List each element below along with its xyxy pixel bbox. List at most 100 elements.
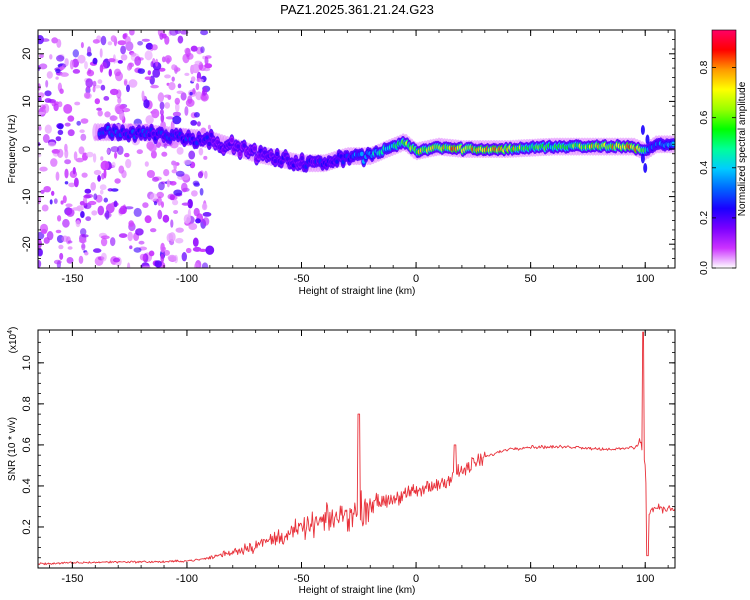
heatmap-noise-cell bbox=[44, 90, 52, 97]
heatmap-noise-cell bbox=[189, 91, 193, 96]
heatmap-noise-cell bbox=[53, 103, 59, 112]
heatmap-noise-cell bbox=[90, 182, 96, 191]
heatmap-noise-cell bbox=[45, 80, 49, 88]
heatmap-noise-cell bbox=[59, 252, 64, 260]
heatmap-noise-cell bbox=[142, 265, 151, 268]
x-tick-label: 100 bbox=[636, 273, 654, 285]
heatmap-noise-cell bbox=[97, 205, 105, 216]
heatmap-noise-cell bbox=[50, 158, 58, 167]
spectrogram-frame bbox=[37, 29, 676, 269]
heatmap-noise-cell bbox=[181, 202, 190, 206]
heatmap-noise-cell bbox=[159, 32, 164, 40]
heatmap-noise-cell bbox=[173, 210, 179, 214]
heatmap-noise-cell bbox=[72, 49, 80, 58]
colorbar-label: Normalized spectral amplitude bbox=[737, 81, 748, 216]
heatmap-noise-cell bbox=[183, 214, 191, 224]
heatmap-noise-cell bbox=[125, 158, 132, 169]
heatmap-noise-cell bbox=[110, 35, 117, 42]
heatmap-noise-cell bbox=[114, 116, 118, 120]
heatmap-noise-cell bbox=[100, 84, 106, 91]
top-y-ticks: -20 -10 0 10 20 bbox=[21, 29, 675, 269]
heatmap-noise-cell bbox=[108, 68, 113, 77]
heatmap-noise-cell bbox=[107, 188, 114, 192]
heatmap-noise-cell bbox=[114, 178, 121, 184]
x-tick-label: -100 bbox=[176, 573, 198, 585]
heatmap-noise-cell bbox=[200, 30, 209, 36]
heatmap-noise-cell bbox=[43, 237, 50, 244]
heatmap-noise-cell bbox=[135, 228, 144, 236]
heatmap-noise-cell bbox=[194, 60, 203, 66]
heatmap-noise-cell bbox=[81, 172, 88, 178]
heatmap-noise-cell bbox=[195, 218, 201, 224]
heatmap-noise-cell bbox=[114, 151, 118, 159]
heatmap-noise-cell bbox=[113, 257, 120, 263]
heatmap-noise-cell bbox=[193, 262, 200, 268]
heatmap-noise-cell bbox=[120, 45, 126, 55]
spectrogram-marks bbox=[38, 30, 675, 268]
colorbar-tick-label: 0.6 bbox=[699, 110, 710, 124]
heatmap-noise-cell bbox=[117, 40, 127, 46]
heatmap-noise-cell bbox=[84, 61, 88, 70]
heatmap-noise-cell bbox=[39, 223, 49, 234]
heatmap-noise-cell bbox=[144, 50, 153, 61]
heatmap-noise-cell bbox=[134, 56, 142, 66]
heatmap-noise-cell bbox=[172, 199, 179, 206]
heatmap-noise-cell bbox=[159, 101, 165, 110]
heatmap-noise-cell bbox=[117, 96, 122, 104]
heatmap-noise-cell bbox=[185, 47, 191, 58]
heatmap-noise-cell bbox=[190, 76, 196, 82]
heatmap-noise-cell bbox=[156, 191, 164, 199]
heatmap-noise-cell bbox=[73, 151, 78, 161]
heatmap-noise-cell bbox=[38, 111, 46, 115]
heatmap-noise-cell bbox=[55, 229, 62, 234]
heatmap-noise-cell bbox=[136, 149, 143, 155]
y-tick-label: 10 bbox=[21, 95, 33, 107]
heatmap-noise-cell bbox=[109, 88, 119, 96]
heatmap-noise-cell bbox=[67, 246, 73, 250]
heatmap-noise-cell bbox=[72, 69, 81, 74]
heatmap-noise-cell bbox=[161, 151, 168, 157]
heatmap-noise-cell bbox=[66, 257, 74, 264]
heatmap-noise-cell bbox=[180, 92, 187, 101]
heatmap-noise-cell bbox=[143, 99, 150, 109]
heatmap-noise-cell bbox=[176, 90, 184, 95]
heatmap-noise-cell bbox=[120, 54, 128, 61]
heatmap-noise-cell bbox=[87, 68, 92, 75]
heatmap-noise-cell bbox=[124, 36, 131, 45]
heatmap-noise-cell bbox=[39, 53, 44, 59]
heatmap-noise-cell bbox=[97, 79, 103, 84]
heatmap-noise-cell bbox=[146, 141, 155, 151]
heatmap-noise-cell bbox=[100, 35, 107, 46]
heatmap-ridge-cell bbox=[236, 144, 240, 149]
x-tick-label: 100 bbox=[636, 573, 654, 585]
heatmap-noise-cell bbox=[184, 72, 190, 76]
heatmap-noise-cell bbox=[92, 86, 96, 93]
heatmap-noise-cell bbox=[60, 72, 69, 77]
heatmap-noise-cell bbox=[64, 122, 71, 127]
heatmap-noise-cell bbox=[175, 237, 184, 244]
figure-title: PAZ1.2025.361.21.24.G23 bbox=[280, 2, 434, 17]
heatmap-noise-cell bbox=[196, 121, 201, 127]
heatmap-noise-cell bbox=[84, 193, 94, 199]
heatmap-noise-cell bbox=[64, 58, 69, 67]
colorbar-tick-label: 0.0 bbox=[699, 261, 710, 275]
heatmap-noise-cell bbox=[40, 104, 46, 112]
heatmap-noise-cell bbox=[133, 207, 142, 217]
heatmap-noise-cell bbox=[159, 109, 164, 116]
heatmap-noise-cell bbox=[128, 220, 134, 227]
y-tick-label: 0.2 bbox=[21, 519, 33, 534]
heatmap-noise-cell bbox=[171, 64, 177, 71]
heatmap-noise-cell bbox=[56, 38, 62, 48]
heatmap-noise-cell bbox=[111, 161, 116, 168]
heatmap-noise-cell bbox=[169, 181, 177, 186]
heatmap-noise-cell bbox=[181, 182, 188, 193]
heatmap-noise-cell bbox=[177, 83, 182, 89]
colorbar-tick-label: 0.2 bbox=[699, 211, 710, 225]
heatmap-noise-cell bbox=[119, 104, 125, 110]
snr-frame bbox=[37, 329, 676, 569]
x-tick-label: 50 bbox=[525, 573, 537, 585]
y-tick-label: 1.0 bbox=[21, 355, 33, 370]
heatmap-noise-cell bbox=[175, 227, 184, 233]
heatmap-noise-cell bbox=[51, 37, 59, 44]
